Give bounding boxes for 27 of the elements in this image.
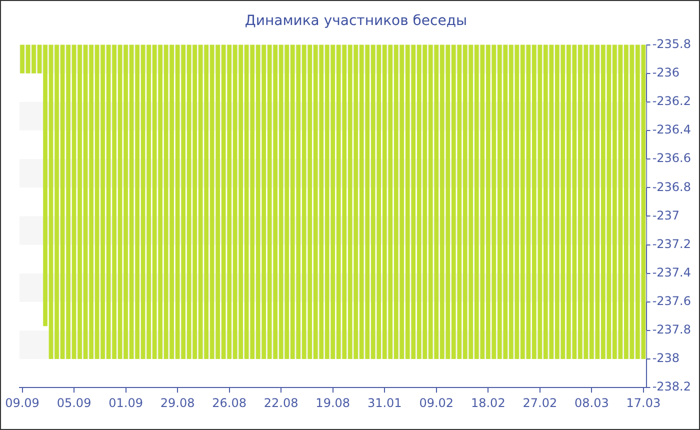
x-tick-label: 17.03 xyxy=(626,396,661,410)
x-tick-label: 09.09 xyxy=(5,396,40,410)
x-tick-label: 18.02 xyxy=(470,396,506,410)
y-tick-label: -237.2 xyxy=(652,236,692,251)
x-tick-label: 05.09 xyxy=(56,396,92,410)
y-tick-label: -236.2 xyxy=(652,94,692,108)
x-tick-label: 27.02 xyxy=(522,396,558,410)
y-tick-label: -237.6 xyxy=(652,294,692,308)
x-tick-label: 08.03 xyxy=(574,396,609,410)
x-tick-label: 31.01 xyxy=(367,396,402,410)
y-tick-label: -236 xyxy=(652,65,680,80)
x-tick-label: 19.08 xyxy=(316,396,350,410)
x-tick-label: 29.08 xyxy=(160,396,195,410)
y-tick-label: -236.8 xyxy=(652,180,692,194)
y-tick-label: -236.4 xyxy=(652,122,692,137)
chart-title: Динамика участников беседы xyxy=(244,13,468,30)
y-tick-label: -238 xyxy=(652,351,680,366)
y-tick-label: -237.4 xyxy=(652,265,692,280)
y-tick-label: -236.6 xyxy=(652,151,692,166)
y-tick-label: -237.8 xyxy=(652,322,692,337)
x-tick-label: 26.08 xyxy=(212,396,246,410)
x-tick-label: 09.02 xyxy=(419,396,454,410)
x-tick-label: 22.08 xyxy=(264,396,298,410)
y-tick-label: -235.8 xyxy=(652,36,692,51)
y-tick-label: -238.2 xyxy=(652,380,692,394)
y-tick-label: -237 xyxy=(652,208,680,222)
x-tick-label: 01.09 xyxy=(108,396,143,410)
